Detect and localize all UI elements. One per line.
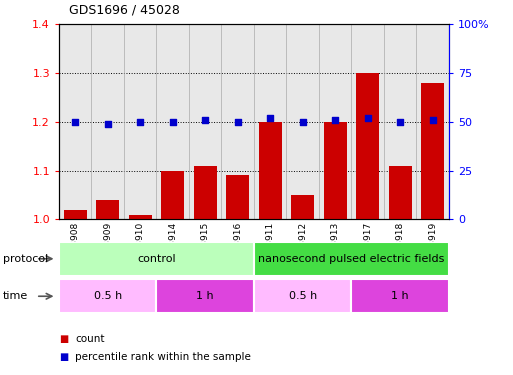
Point	[71, 119, 80, 125]
Point	[136, 119, 144, 125]
Bar	[291, 195, 314, 219]
Point	[104, 121, 112, 127]
Bar	[351, 279, 449, 313]
Bar	[161, 171, 184, 219]
Point	[396, 119, 404, 125]
Point	[233, 119, 242, 125]
Bar	[129, 214, 152, 219]
Bar	[324, 122, 347, 219]
Bar	[96, 200, 119, 219]
Text: GDS1696 / 45028: GDS1696 / 45028	[69, 4, 180, 17]
Text: percentile rank within the sample: percentile rank within the sample	[75, 352, 251, 362]
Text: ■: ■	[59, 334, 68, 344]
Bar	[226, 176, 249, 219]
Text: nanosecond pulsed electric fields: nanosecond pulsed electric fields	[258, 254, 445, 264]
Bar	[59, 279, 156, 313]
Text: control: control	[137, 254, 176, 264]
Bar	[254, 242, 449, 276]
Bar	[259, 122, 282, 219]
Point	[201, 117, 209, 123]
Point	[299, 119, 307, 125]
Bar	[64, 210, 87, 219]
Text: protocol: protocol	[3, 254, 48, 264]
Bar	[254, 279, 351, 313]
Point	[428, 117, 437, 123]
Text: 0.5 h: 0.5 h	[93, 291, 122, 301]
Text: 0.5 h: 0.5 h	[288, 291, 317, 301]
Text: 1 h: 1 h	[391, 291, 409, 301]
Text: 1 h: 1 h	[196, 291, 214, 301]
Bar	[356, 73, 379, 219]
Point	[331, 117, 339, 123]
Bar	[421, 83, 444, 219]
Point	[364, 115, 372, 121]
Text: time: time	[3, 291, 28, 301]
Bar	[59, 242, 254, 276]
Text: ■: ■	[59, 352, 68, 362]
Point	[266, 115, 274, 121]
Point	[169, 119, 177, 125]
Text: count: count	[75, 334, 105, 344]
Bar	[156, 279, 254, 313]
Bar	[389, 166, 411, 219]
Bar	[194, 166, 216, 219]
